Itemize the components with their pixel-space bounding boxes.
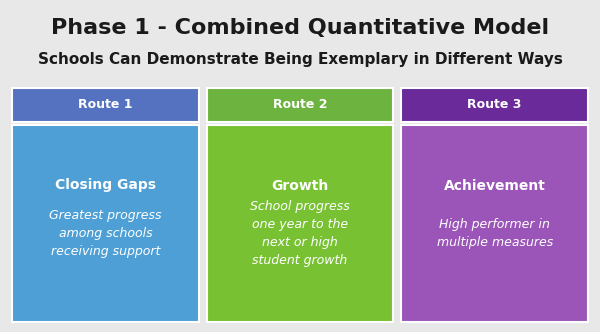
Text: Route 3: Route 3 bbox=[467, 99, 522, 112]
Text: Phase 1 - Combined Quantitative Model: Phase 1 - Combined Quantitative Model bbox=[51, 18, 549, 38]
Text: Achievement: Achievement bbox=[444, 179, 545, 193]
Text: Closing Gaps: Closing Gaps bbox=[55, 179, 156, 193]
Text: Greatest progress
among schools
receiving support: Greatest progress among schools receivin… bbox=[49, 209, 161, 258]
Text: Growth: Growth bbox=[271, 179, 329, 193]
Text: Route 2: Route 2 bbox=[273, 99, 327, 112]
Bar bbox=[12, 125, 199, 322]
Bar bbox=[12, 88, 199, 122]
Text: Schools Can Demonstrate Being Exemplary in Different Ways: Schools Can Demonstrate Being Exemplary … bbox=[38, 52, 562, 67]
Text: School progress
one year to the
next or high
student growth: School progress one year to the next or … bbox=[250, 200, 350, 267]
Bar bbox=[401, 88, 588, 122]
Bar bbox=[206, 88, 394, 122]
Bar bbox=[206, 125, 394, 322]
Bar bbox=[401, 125, 588, 322]
Text: High performer in
multiple measures: High performer in multiple measures bbox=[437, 218, 553, 249]
Text: Route 1: Route 1 bbox=[78, 99, 133, 112]
